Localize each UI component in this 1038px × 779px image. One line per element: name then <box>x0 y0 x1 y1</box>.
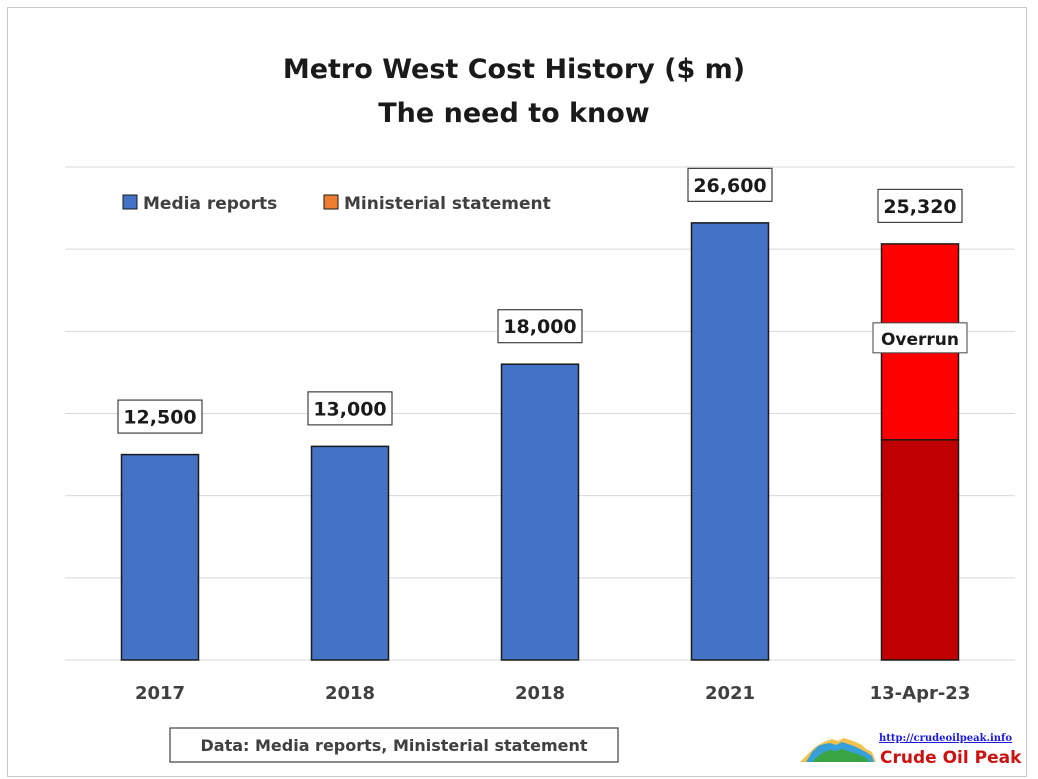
chart-title-line-2: The need to know <box>378 98 649 129</box>
data-label: 25,320 <box>883 196 956 218</box>
data-label: 12,500 <box>123 407 196 429</box>
overrun-annotation-box <box>872 322 968 354</box>
data-label-box <box>117 399 203 434</box>
data-labels: 12,500 13,000 18,000 26,600 Overrun 25,320 <box>117 167 968 434</box>
x-tick-label: 2018 <box>515 683 565 704</box>
bar-segment-base <box>880 439 960 661</box>
legend-label-ministerial-statement: Ministerial statement <box>344 194 551 214</box>
bar <box>310 445 390 661</box>
chart-title-line-1: Metro West Cost History ($ m) <box>283 54 745 85</box>
data-label-box <box>687 167 773 202</box>
bar <box>120 453 200 661</box>
brand-url[interactable]: http://crudeoilpeak.info <box>879 733 1012 744</box>
data-label: 26,600 <box>693 175 766 197</box>
source-note-text: Data: Media reports, Ministerial stateme… <box>200 736 587 755</box>
brand-logo: http://crudeoilpeak.info Crude Oil Peak <box>800 733 1022 768</box>
legend: Media reports Ministerial statement <box>122 194 551 214</box>
x-tick-label: 13-Apr-23 <box>870 683 971 704</box>
bar <box>500 363 580 661</box>
legend-swatch-ministerial-statement <box>323 194 339 210</box>
overrun-annotation: Overrun <box>881 330 959 350</box>
bars <box>120 222 960 661</box>
x-tick-label: 2018 <box>325 683 375 704</box>
brand-name: Crude Oil Peak <box>880 748 1022 768</box>
data-label-box <box>877 188 963 224</box>
oil-peak-logo-icon <box>800 738 876 762</box>
x-tick-label: 2021 <box>705 683 755 704</box>
bar <box>690 222 770 661</box>
data-label-box <box>497 309 583 344</box>
source-note-box <box>169 727 619 763</box>
data-label: 13,000 <box>313 398 386 420</box>
x-tick-label: 2017 <box>135 683 185 704</box>
source-note: Data: Media reports, Ministerial stateme… <box>169 727 619 763</box>
data-label: 18,000 <box>503 316 576 338</box>
x-tick-labels: 2017 2018 2018 2021 13-Apr-23 <box>135 683 970 704</box>
data-label-box <box>307 391 393 426</box>
legend-label-media-reports: Media reports <box>143 194 277 214</box>
legend-swatch-media-reports <box>122 194 138 210</box>
